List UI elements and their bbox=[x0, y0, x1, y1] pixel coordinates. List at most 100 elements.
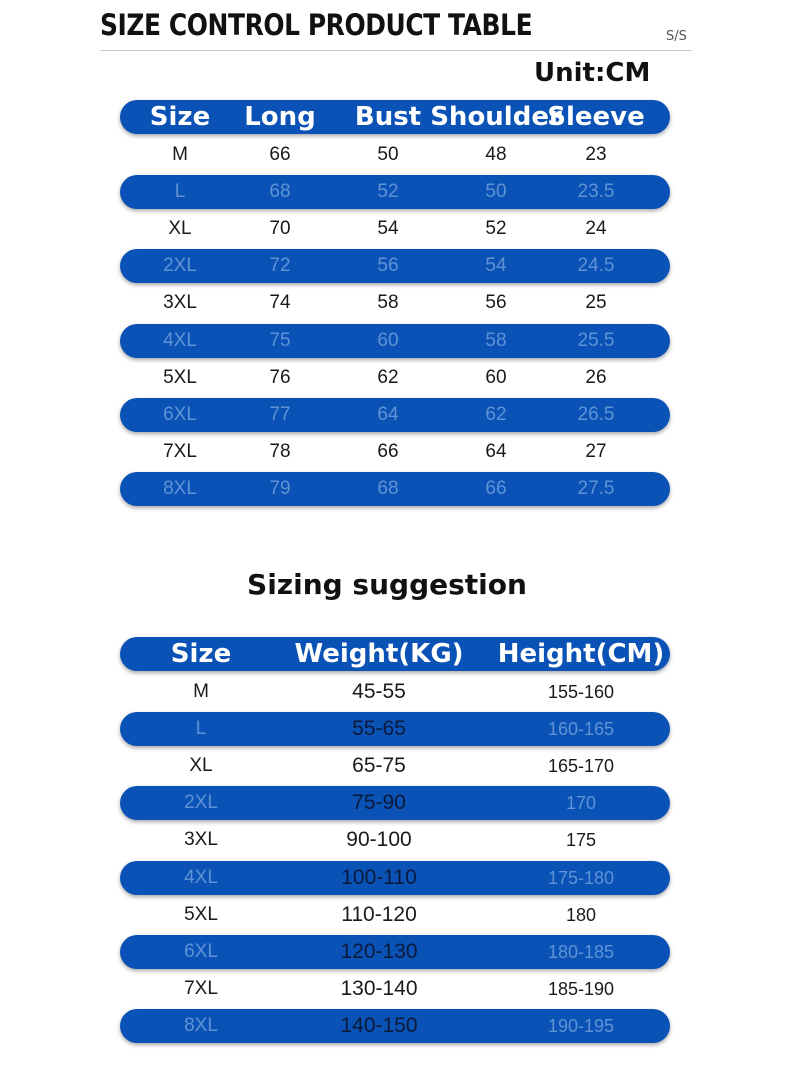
table-cell: 100-110 bbox=[341, 866, 417, 889]
table-cell: 58 bbox=[485, 330, 507, 351]
table-row: M 66 50 48 23 bbox=[120, 138, 670, 172]
column-header: Shoulder bbox=[430, 102, 562, 132]
table-cell: L bbox=[174, 181, 186, 202]
table-cell: 140-150 bbox=[340, 1014, 418, 1037]
table-cell: 8XL bbox=[184, 1015, 218, 1036]
table-cell: 6XL bbox=[184, 941, 218, 962]
table-row: 5XL 110-120 180 bbox=[120, 898, 670, 932]
table-cell: 23 bbox=[585, 144, 607, 165]
table-cell: 26 bbox=[585, 367, 607, 388]
table-cell: 52 bbox=[377, 181, 399, 202]
table-cell: 4XL bbox=[163, 330, 197, 351]
table-cell: 7XL bbox=[163, 441, 197, 462]
table-cell: 90-100 bbox=[346, 828, 412, 851]
season-code: S/S bbox=[666, 29, 687, 44]
table-cell: 185-190 bbox=[547, 979, 615, 999]
table-cell: M bbox=[193, 681, 209, 702]
table-row: 2XL 75-90 170 bbox=[120, 786, 670, 820]
table-cell: L bbox=[195, 718, 207, 739]
table-header-row: Size Long Bust Shoulder Sleeve bbox=[120, 100, 670, 134]
table-row: 8XL 79 68 66 27.5 bbox=[120, 472, 670, 506]
table-row: 6XL 77 64 62 26.5 bbox=[120, 398, 670, 432]
table-cell: 77 bbox=[269, 404, 291, 425]
table-cell: 180 bbox=[565, 905, 597, 925]
table-cell: 155-160 bbox=[547, 682, 615, 702]
column-header: Height(CM) bbox=[497, 639, 665, 669]
table-cell: 60 bbox=[485, 367, 507, 388]
table-cell: 52 bbox=[485, 218, 507, 239]
column-header: Bust bbox=[354, 102, 422, 132]
column-header: Size bbox=[170, 639, 232, 669]
table-cell: 62 bbox=[485, 404, 507, 425]
table-row: 2XL 72 56 54 24.5 bbox=[120, 249, 670, 283]
table-row: L 55-65 160-165 bbox=[120, 712, 670, 746]
table-cell: 24.5 bbox=[577, 255, 615, 276]
table-cell: 65-75 bbox=[352, 754, 406, 777]
table-cell: 175 bbox=[565, 830, 597, 850]
table-cell: 75-90 bbox=[352, 791, 406, 814]
table-cell: 3XL bbox=[163, 292, 197, 313]
table-cell: 160-165 bbox=[547, 719, 615, 739]
table-cell: 66 bbox=[269, 144, 291, 165]
table-cell: 27.5 bbox=[577, 478, 615, 499]
table-row: 7XL 78 66 64 27 bbox=[120, 435, 670, 469]
table-row: 7XL 130-140 185-190 bbox=[120, 972, 670, 1006]
table-cell: XL bbox=[189, 755, 213, 776]
table-cell: 62 bbox=[377, 367, 399, 388]
table-cell: 78 bbox=[269, 441, 291, 462]
table-row: M 45-55 155-160 bbox=[120, 675, 670, 709]
table-cell: 8XL bbox=[163, 478, 197, 499]
table-cell: 6XL bbox=[163, 404, 197, 425]
column-header: Long bbox=[244, 102, 316, 132]
table-cell: 26.5 bbox=[577, 404, 615, 425]
table-cell: 4XL bbox=[184, 867, 218, 888]
table-cell: 55-65 bbox=[352, 717, 406, 740]
table-row: 6XL 120-130 180-185 bbox=[120, 935, 670, 969]
table-cell: 66 bbox=[377, 441, 399, 462]
table-cell: 27 bbox=[585, 441, 607, 462]
column-header: Sleeve bbox=[547, 102, 645, 132]
table-cell: 68 bbox=[377, 478, 399, 499]
table-row: 4XL 75 60 58 25.5 bbox=[120, 324, 670, 358]
sizing-suggestion-title: Sizing suggestion bbox=[247, 568, 527, 601]
table-row: L 68 52 50 23.5 bbox=[120, 175, 670, 209]
table-cell: 79 bbox=[269, 478, 291, 499]
table-cell: 74 bbox=[269, 292, 291, 313]
table-cell: 24 bbox=[585, 218, 607, 239]
table-cell: 72 bbox=[269, 255, 291, 276]
table-cell: 70 bbox=[269, 218, 291, 239]
table-cell: 170 bbox=[565, 793, 597, 813]
table-row: 4XL 100-110 175-180 bbox=[120, 861, 670, 895]
table-cell: 64 bbox=[377, 404, 399, 425]
table-cell: M bbox=[172, 144, 188, 165]
table-row: XL 65-75 165-170 bbox=[120, 749, 670, 783]
table-row: XL 70 54 52 24 bbox=[120, 212, 670, 246]
table-cell: 25 bbox=[585, 292, 607, 313]
table-cell: 5XL bbox=[184, 904, 218, 925]
title-divider bbox=[100, 50, 692, 51]
table-cell: 130-140 bbox=[340, 977, 418, 1000]
table-cell: XL bbox=[168, 218, 192, 239]
column-header: Weight(KG) bbox=[294, 639, 464, 669]
table-cell: 5XL bbox=[163, 367, 197, 388]
table-cell: 64 bbox=[485, 441, 507, 462]
table-cell: 60 bbox=[377, 330, 399, 351]
table-cell: 54 bbox=[485, 255, 507, 276]
table-cell: 110-120 bbox=[341, 903, 417, 926]
table-cell: 48 bbox=[485, 144, 507, 165]
table-cell: 2XL bbox=[163, 255, 197, 276]
table-cell: 2XL bbox=[184, 792, 218, 813]
table-cell: 120-130 bbox=[340, 940, 418, 963]
table-cell: 56 bbox=[485, 292, 507, 313]
table-cell: 165-170 bbox=[547, 756, 615, 776]
table-cell: 3XL bbox=[184, 829, 218, 850]
table-cell: 66 bbox=[485, 478, 507, 499]
unit-label: Unit:CM bbox=[534, 58, 651, 88]
table-cell: 180-185 bbox=[547, 942, 615, 962]
page-title: SIZE CONTROL PRODUCT TABLE bbox=[100, 8, 533, 42]
table-cell: 76 bbox=[269, 367, 291, 388]
table-row: 5XL 76 62 60 26 bbox=[120, 361, 670, 395]
table-cell: 23.5 bbox=[577, 181, 615, 202]
table-cell: 68 bbox=[269, 181, 291, 202]
table-header-row: Size Weight(KG) Height(CM) bbox=[120, 637, 670, 671]
